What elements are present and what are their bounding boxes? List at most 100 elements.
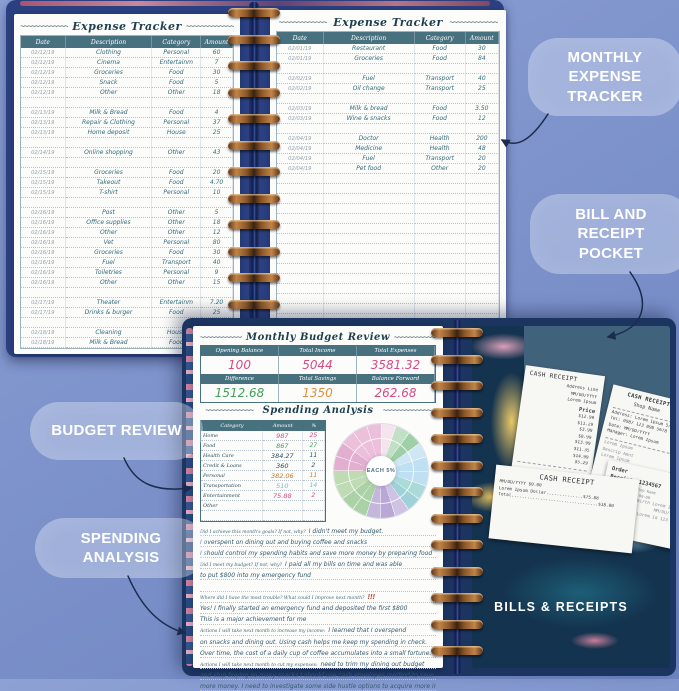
date-cell bbox=[277, 244, 324, 254]
description-cell: Repair & Clothing bbox=[65, 118, 153, 128]
date-cell: 02/04/19 bbox=[277, 134, 324, 144]
spiral-binding bbox=[431, 320, 483, 674]
amount-cell bbox=[465, 234, 499, 244]
category-cell: Food bbox=[152, 248, 202, 258]
category-cell bbox=[414, 284, 466, 294]
expense-row: 02/12/19 Other Other 18 bbox=[21, 88, 233, 98]
expense-row bbox=[277, 64, 499, 74]
description-cell: Office supplies bbox=[65, 218, 153, 228]
date-cell: 02/16/19 bbox=[21, 248, 66, 258]
expense-row: 02/15/19 T-shirt Personal 10 bbox=[21, 188, 233, 198]
date-cell: 02/15/19 bbox=[21, 168, 66, 178]
budget-value: 5044 bbox=[279, 356, 357, 374]
spiral-coil bbox=[431, 540, 483, 549]
date-cell bbox=[21, 158, 66, 168]
spending-row: Personal 382.06 11 bbox=[201, 471, 325, 481]
category-cell: Food bbox=[152, 78, 202, 88]
spiral-coil bbox=[228, 167, 280, 176]
amount-cell: 384.27 bbox=[263, 451, 303, 461]
date-cell bbox=[21, 318, 66, 328]
description-cell bbox=[323, 224, 415, 234]
date-cell bbox=[277, 234, 324, 244]
description-cell: Other bbox=[65, 88, 153, 98]
expense-table-right: Date Description Category Amount 02/01/19 Re… bbox=[276, 31, 500, 325]
budget-label: Balance Forward bbox=[357, 374, 435, 384]
expense-row: 02/15/19 Groceries Food 20 bbox=[21, 168, 233, 178]
budget-review-title: Monthly Budget Review bbox=[246, 332, 390, 343]
budget-review-notebook: Monthly Budget Review Opening BalanceTot… bbox=[182, 318, 676, 691]
page-title: Spending Analysis bbox=[200, 403, 436, 418]
pie-inner-ring bbox=[348, 438, 414, 504]
wavy-divider bbox=[276, 18, 329, 27]
amount-cell: 25 bbox=[465, 84, 499, 94]
expense-tracker-notebook: Expense Tracker DateDescriptionCategoryA… bbox=[6, 0, 506, 357]
category-cell bbox=[414, 214, 466, 224]
expense-table-left: Date Description Category Amount 02/12/19 Cl… bbox=[20, 35, 234, 349]
date-cell: 02/02/19 bbox=[277, 74, 324, 84]
page-title: Expense Tracker bbox=[276, 13, 500, 31]
date-cell: 02/15/19 bbox=[21, 178, 66, 188]
category-cell: Food bbox=[152, 108, 202, 118]
category-cell bbox=[414, 204, 466, 214]
column-header: Description bbox=[324, 32, 415, 44]
expense-table-header: Date Description Category Amount bbox=[277, 32, 499, 44]
spiral-coil bbox=[431, 434, 483, 443]
description-cell bbox=[65, 98, 153, 108]
note-handwriting: to put $800 into my emergency fund bbox=[200, 571, 311, 579]
category-cell: Food bbox=[152, 308, 202, 318]
description-cell bbox=[323, 194, 415, 204]
description-cell bbox=[65, 158, 153, 168]
description-cell bbox=[323, 214, 415, 224]
category-cell: Other bbox=[414, 164, 466, 174]
spiral-coil bbox=[228, 87, 280, 97]
spending-row: Food 867 27 bbox=[201, 441, 325, 451]
date-cell: 02/04/19 bbox=[277, 144, 324, 154]
amount-cell bbox=[465, 264, 499, 274]
expense-row: 02/17/19 Theater Entertainm 7.20 bbox=[21, 298, 233, 308]
notes-section: Did I achieve this month's goals? If not… bbox=[200, 525, 436, 691]
wavy-divider bbox=[186, 22, 234, 31]
amount-cell bbox=[201, 288, 233, 298]
category-cell: Food bbox=[414, 114, 466, 124]
category-cell: Personal bbox=[152, 48, 202, 58]
spending-row bbox=[201, 511, 325, 521]
wavy-divider bbox=[20, 22, 68, 31]
category-cell bbox=[414, 194, 466, 204]
amount-cell: 12 bbox=[465, 114, 499, 124]
note-line bbox=[200, 580, 436, 592]
expense-row: 02/04/19 Doctor Health 200 bbox=[277, 134, 499, 144]
description-cell: Restaurant bbox=[323, 44, 415, 54]
note-line: Where did I have the most trouble? What … bbox=[200, 592, 436, 603]
expense-row: 02/12/19 Snack Food 5 bbox=[21, 78, 233, 88]
category-cell: Health bbox=[414, 144, 466, 154]
expense-row: 02/16/19 Vet Personal 80 bbox=[21, 238, 233, 248]
wavy-divider bbox=[200, 333, 242, 342]
description-cell: Groceries bbox=[65, 248, 153, 258]
category-cell bbox=[414, 174, 466, 184]
expense-table-body: 02/01/19 Restaurant Food 30 02/01/19 Grocerie… bbox=[277, 44, 499, 324]
column-header: Date bbox=[277, 32, 324, 44]
amount-cell: 75.88 bbox=[263, 491, 303, 501]
budget-review-page: Monthly Budget Review Opening BalanceTot… bbox=[193, 326, 443, 691]
spending-row: Credit & Loans 360 2 bbox=[201, 461, 325, 471]
date-cell bbox=[277, 214, 324, 224]
spiral-coil bbox=[431, 487, 483, 496]
amount-cell: 48 bbox=[465, 144, 499, 154]
spiral-coil bbox=[431, 328, 483, 337]
amount-cell bbox=[465, 254, 499, 264]
percent-cell: 11 bbox=[302, 451, 325, 461]
expense-row: 02/16/19 Other Other 12 bbox=[21, 228, 233, 238]
expense-row bbox=[277, 184, 499, 194]
category-cell bbox=[152, 158, 202, 168]
category-cell bbox=[414, 264, 466, 274]
percent-cell: 11 bbox=[302, 471, 325, 481]
amount-cell: 360 bbox=[263, 461, 303, 471]
expense-row: 02/13/19 Milk & Bread Food 4 bbox=[21, 108, 233, 118]
description-cell: Post bbox=[65, 208, 153, 218]
category-cell: Transport bbox=[414, 84, 466, 94]
amount-cell bbox=[465, 224, 499, 234]
category-cell: Other bbox=[152, 228, 202, 238]
spending-table-header: Category Amount% bbox=[201, 421, 325, 431]
category-cell: Food bbox=[152, 168, 202, 178]
